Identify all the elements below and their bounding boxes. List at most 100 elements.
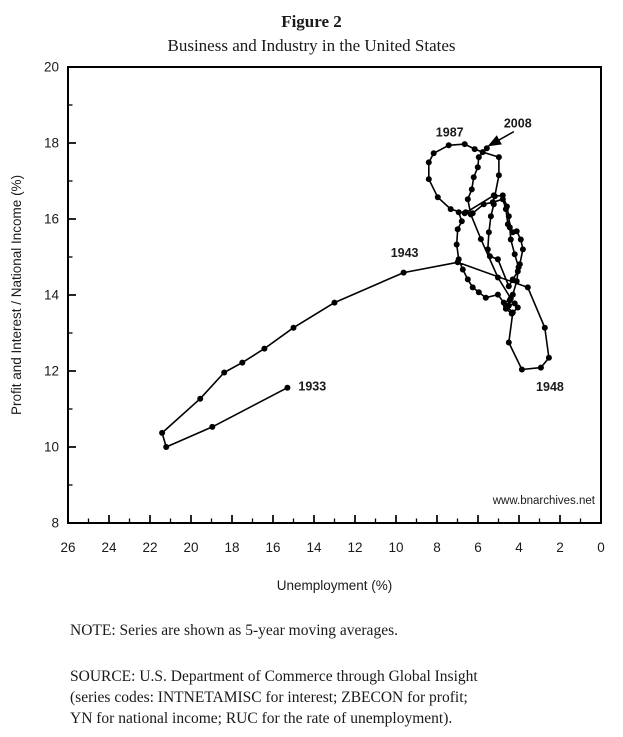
x-tick-label: 26 xyxy=(60,540,75,555)
y-tick-label: 18 xyxy=(44,136,59,151)
data-point xyxy=(475,289,482,296)
data-point xyxy=(454,226,461,233)
data-point xyxy=(464,196,471,203)
data-point xyxy=(159,429,166,436)
source-text: SOURCE: U.S. Department of Commerce thro… xyxy=(70,668,478,727)
x-tick-label: 14 xyxy=(306,540,322,555)
figure-subtitle: Business and Industry in the United Stat… xyxy=(167,36,456,55)
data-point xyxy=(239,359,246,366)
year-label-2008: 2008 xyxy=(504,117,532,131)
y-axis-ticks: 20 18 16 14 12 10 8 xyxy=(44,60,76,531)
y-tick-label: 8 xyxy=(51,516,59,531)
y-tick-label: 20 xyxy=(44,60,59,75)
data-point xyxy=(470,174,477,181)
figure-title: Figure 2 xyxy=(281,12,342,31)
plot-frame xyxy=(67,66,602,524)
figure-notes: NOTE: Series are shown as 5-year moving … xyxy=(70,620,610,729)
data-point xyxy=(434,194,441,201)
data-point xyxy=(468,186,475,193)
x-tick-label: 12 xyxy=(347,540,362,555)
year-label-1943: 1943 xyxy=(391,246,419,260)
x-tick-label: 2 xyxy=(556,540,564,555)
data-point xyxy=(484,246,491,253)
data-point xyxy=(284,384,291,391)
x-tick-label: 20 xyxy=(183,540,198,555)
data-point xyxy=(477,236,484,243)
x-tick-label: 22 xyxy=(142,540,157,555)
data-point xyxy=(499,192,506,199)
data-point xyxy=(505,283,512,290)
data-point xyxy=(508,310,515,317)
data-series xyxy=(159,141,552,450)
data-point xyxy=(491,193,498,200)
data-point xyxy=(524,284,531,291)
data-point xyxy=(517,236,524,243)
x-tick-label: 18 xyxy=(224,540,239,555)
data-point xyxy=(209,423,216,430)
x-axis-ticks: 26 24 22 20 18 16 14 12 10 8 6 4 2 0 xyxy=(60,515,605,555)
data-point xyxy=(483,145,490,152)
year-label-1948: 1948 xyxy=(536,380,564,394)
x-tick-label: 4 xyxy=(515,540,523,555)
watermark: www.bnarchives.net xyxy=(492,495,596,507)
x-tick-label: 0 xyxy=(597,540,605,555)
figure-header: Figure 2 Business and Industry in the Un… xyxy=(0,10,623,58)
y-tick-label: 12 xyxy=(44,364,59,379)
data-point xyxy=(506,224,513,231)
data-point xyxy=(519,246,526,253)
data-point xyxy=(537,364,544,371)
year-label-1987: 1987 xyxy=(436,125,464,139)
data-point xyxy=(469,284,476,291)
data-point xyxy=(461,210,468,217)
data-point xyxy=(458,218,465,225)
x-tick-label: 24 xyxy=(101,540,117,555)
data-point xyxy=(290,324,297,331)
data-point xyxy=(500,299,507,306)
data-point xyxy=(505,213,512,220)
data-point xyxy=(487,213,494,220)
data-point xyxy=(486,253,493,260)
data-point xyxy=(221,369,228,376)
data-point xyxy=(479,149,486,156)
data-point xyxy=(163,444,170,450)
data-point xyxy=(511,300,518,307)
data-point xyxy=(515,264,522,271)
data-point xyxy=(453,241,460,248)
data-point xyxy=(480,201,487,208)
y-tick-label: 16 xyxy=(44,212,59,227)
annotation-arrow-2008 xyxy=(487,130,515,147)
data-point xyxy=(541,324,548,331)
data-point xyxy=(505,339,512,346)
x-tick-label: 16 xyxy=(265,540,280,555)
data-point xyxy=(471,146,478,153)
data-point xyxy=(425,176,432,183)
series-line xyxy=(161,143,550,448)
data-point xyxy=(474,164,481,171)
data-point xyxy=(425,159,432,166)
data-point xyxy=(261,345,268,352)
phase-plot-chart: 26 24 22 20 18 16 14 12 10 8 6 4 2 02018161412108Unem… xyxy=(9,60,605,593)
data-point xyxy=(502,305,509,312)
data-point xyxy=(331,299,338,306)
y-tick-label: 10 xyxy=(44,440,59,455)
annotations: 1933 1943 1987 2008 1948 xyxy=(298,117,563,394)
x-tick-label: 6 xyxy=(474,540,482,555)
data-point xyxy=(455,209,462,216)
data-point xyxy=(494,291,501,298)
data-point xyxy=(494,274,501,281)
x-axis-title: Unemployment (%) xyxy=(277,578,393,593)
data-point xyxy=(482,294,489,301)
data-point xyxy=(513,228,520,235)
data-point xyxy=(459,266,466,273)
data-point xyxy=(464,276,471,283)
data-point xyxy=(197,395,204,402)
data-point xyxy=(455,256,462,263)
data-point xyxy=(503,203,510,210)
data-point xyxy=(461,141,468,148)
data-point xyxy=(467,211,474,218)
data-point xyxy=(545,354,552,361)
year-label-1933: 1933 xyxy=(298,379,326,393)
data-point xyxy=(494,256,501,263)
data-point xyxy=(495,172,502,179)
